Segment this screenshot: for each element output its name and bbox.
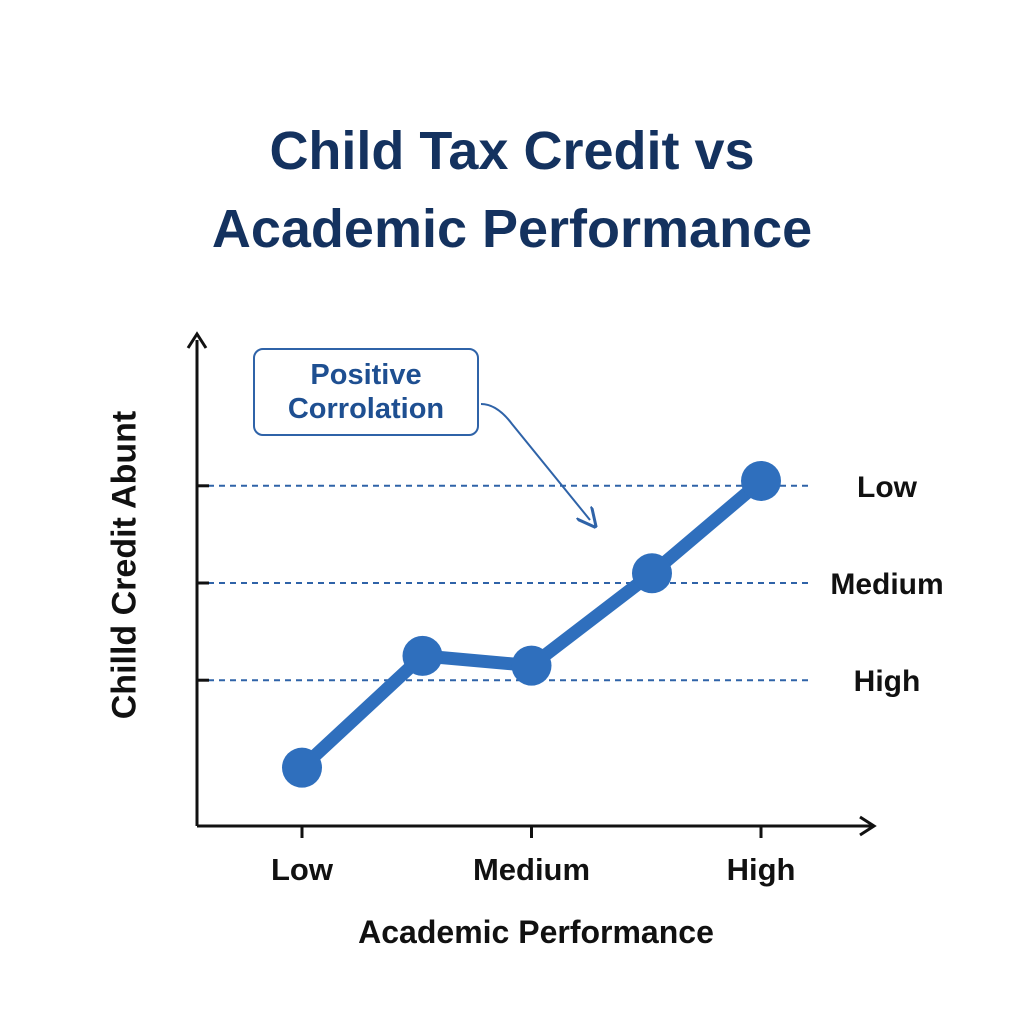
x-tick-label: Medium — [473, 852, 590, 887]
annotation-line-2: Corrolation — [287, 393, 445, 425]
x-axis-arrow — [859, 815, 877, 837]
chart-title: Child Tax Credit vs Academic Performance — [0, 112, 1024, 268]
data-point — [282, 747, 322, 788]
callout-arrow — [480, 403, 590, 520]
reference-lines: Low Medium High — [197, 471, 944, 698]
data-point — [741, 460, 781, 501]
annotation-callout: Positive Corrolation — [253, 348, 479, 436]
chart-title-line-2: Academic Performance — [211, 199, 813, 259]
reference-line-label: Low — [857, 471, 918, 504]
x-ticks: Low Medium High — [271, 826, 795, 887]
data-point — [631, 553, 672, 594]
reference-line-label: Medium — [830, 568, 943, 601]
series-line — [282, 460, 781, 788]
data-point — [402, 635, 443, 676]
y-axis-label: Chilld Credit Abunt — [105, 410, 144, 720]
series-path — [295, 474, 768, 775]
reference-line-label: High — [854, 665, 921, 698]
annotation-line-1: Positive — [310, 359, 422, 391]
chart-title-line-1: Child Tax Credit vs — [269, 121, 755, 181]
x-tick-label: Low — [271, 852, 334, 887]
x-tick-label: High — [727, 852, 796, 887]
x-axis-label: Academic Performance — [358, 914, 714, 950]
data-point — [511, 645, 552, 686]
y-axis-arrow — [186, 331, 208, 349]
